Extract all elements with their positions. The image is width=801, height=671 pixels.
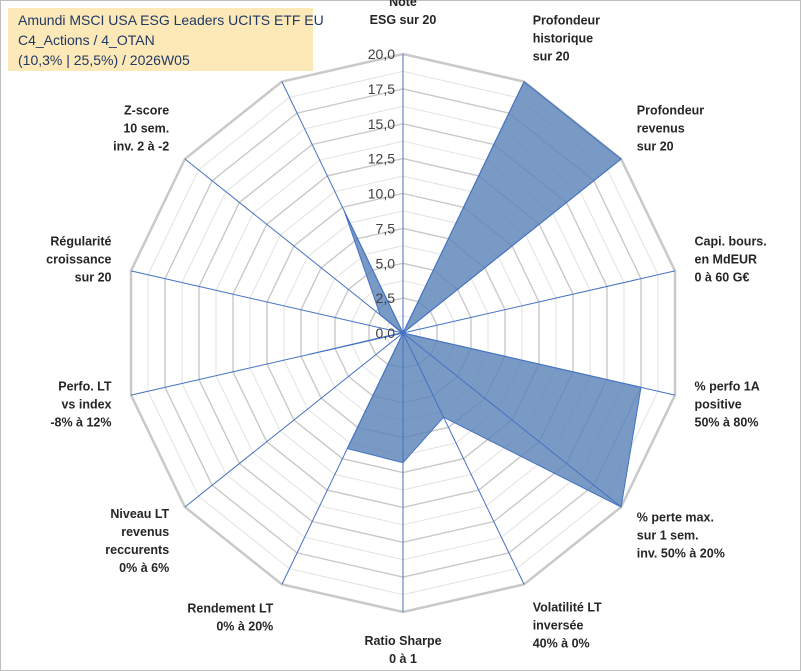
- series-area-0: [309, 80, 642, 508]
- axis-label-8: Rendement LT: [187, 602, 273, 616]
- axis-label-1: Profondeur: [533, 13, 600, 27]
- axis-spoke: [130, 332, 404, 396]
- axis-label-2: Profondeur: [637, 104, 704, 118]
- axis-label-0: Note: [389, 0, 417, 9]
- axis-label-3: Capi. bours.: [695, 235, 767, 249]
- axis-label-5: sur 1 sem.: [637, 528, 699, 542]
- axis-label-6: inversée: [533, 619, 584, 633]
- axis-label-7: Ratio Sharpe: [364, 634, 441, 648]
- axis-label-2: revenus: [637, 122, 685, 136]
- axis-spoke: [402, 81, 525, 334]
- axis-spoke: [184, 158, 404, 334]
- axis-label-8: 0% à 20%: [216, 620, 273, 634]
- axis-label-12: Z-score: [124, 104, 169, 118]
- axis-label-1: historique: [533, 31, 593, 45]
- tick-label: 0,0: [376, 325, 396, 341]
- axis-spoke: [281, 332, 404, 585]
- tick-label: 12,5: [368, 151, 395, 167]
- axis-label-11: sur 20: [75, 271, 112, 285]
- axis-spoke: [402, 270, 676, 334]
- chart-title-line-1: Amundi MSCI USA ESG Leaders UCITS ETF EU: [18, 12, 324, 28]
- tick-label: 20,0: [368, 46, 395, 62]
- axis-label-11: croissance: [46, 253, 111, 267]
- radar-tick-labels: 0,0 2,5 5,0 7,5 10,0 12,5 15,0 17,5 20,0: [368, 46, 395, 341]
- axis-label-4: % perfo 1A: [695, 380, 760, 394]
- axis-label-9: reccurents: [105, 543, 169, 557]
- axis-label-5: inv. 50% à 20%: [637, 546, 725, 560]
- axis-label-12: inv. 2 à -2: [113, 140, 169, 154]
- tick-label: 7,5: [376, 220, 396, 236]
- axis-label-9: Niveau LT: [110, 507, 169, 521]
- axis-spoke: [130, 270, 404, 334]
- axis-label-2: sur 20: [637, 140, 674, 154]
- axis-label-4: 50% à 80%: [695, 416, 759, 430]
- axis-label-3: en MdEUR: [695, 253, 758, 267]
- axis-label-11: Régularité: [50, 235, 111, 249]
- axis-spoke: [184, 332, 404, 508]
- axis-label-10: -8% à 12%: [50, 416, 111, 430]
- axis-label-1: sur 20: [533, 49, 570, 63]
- chart-title-line-3: (10,3% | 25,5%) / 2026W05: [18, 52, 190, 68]
- tick-label: 2,5: [376, 290, 396, 306]
- radar-series: [309, 80, 642, 508]
- axis-label-9: revenus: [121, 525, 169, 539]
- axis-label-10: vs index: [61, 398, 111, 412]
- radar-spokes: [130, 54, 676, 612]
- axis-label-3: 0 à 60 G€: [695, 271, 750, 285]
- axis-label-4: positive: [695, 398, 742, 412]
- axis-label-6: Volatilité LT: [533, 601, 602, 615]
- radar-axis-labels: Note ESG sur 20 Profondeur historique sur 20…: [46, 0, 767, 666]
- tick-label: 17,5: [368, 81, 395, 97]
- tick-label: 5,0: [376, 255, 396, 271]
- chart-title-line-2: C4_Actions / 4_OTAN: [18, 32, 155, 48]
- axis-label-7: 0 à 1: [389, 652, 417, 666]
- chart-title-box: Amundi MSCI USA ESG Leaders UCITS ETF EU…: [8, 8, 324, 71]
- axis-label-6: 40% à 0%: [533, 637, 590, 651]
- axis-spoke: [402, 332, 525, 585]
- axis-spoke: [402, 158, 622, 334]
- axis-label-12: 10 sem.: [123, 122, 169, 136]
- axis-spoke: [281, 81, 404, 334]
- axis-spoke: [402, 332, 676, 396]
- axis-label-5: % perte max.: [637, 510, 714, 524]
- axis-label-10: Perfo. LT: [58, 380, 112, 394]
- tick-label: 15,0: [368, 116, 395, 132]
- axis-label-9: 0% à 6%: [119, 561, 169, 575]
- axis-spoke: [402, 332, 622, 508]
- axis-label-0: ESG sur 20: [370, 13, 437, 27]
- tick-label: 10,0: [368, 186, 395, 202]
